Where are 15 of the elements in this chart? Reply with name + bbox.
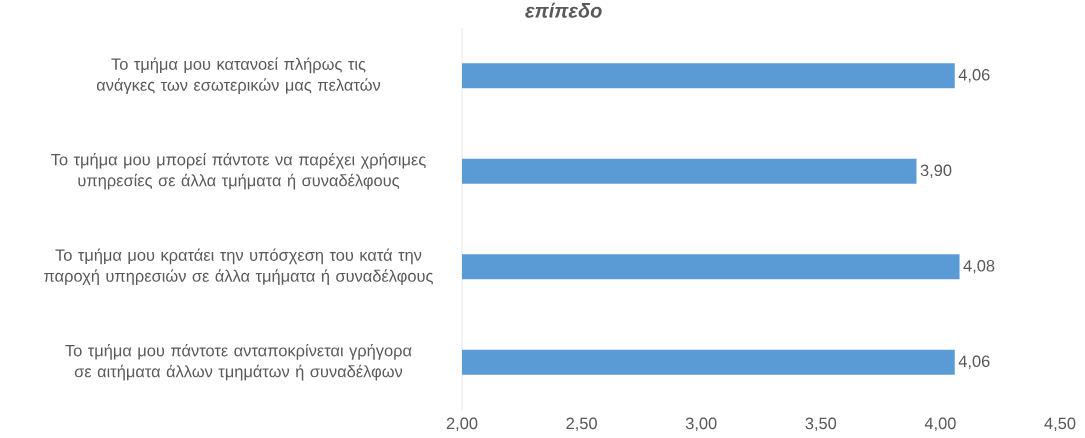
x-tick-label: 3,00 — [685, 417, 717, 432]
chart-title: επίπεδο — [525, 2, 602, 18]
x-tick-label: 3,50 — [805, 417, 837, 432]
y-tick-label: Το τμήμα μου κατανοεί πλήρως τις ανάγκες των εσωτερικών μας πελατών — [96, 57, 381, 95]
x-tick-label: 4,00 — [924, 417, 956, 432]
data-label: 4,08 — [963, 259, 995, 274]
data-label: 3,90 — [920, 164, 952, 179]
y-tick-label: Το τμήμα μου μπορεί πάντοτε να παρέχει χρήσιμες υπηρεσίες σε άλλα τμήματα ή συναδέλφους — [51, 152, 426, 190]
y-tick-label: Το τμήμα μου κρατάει την υπόσχεση του κατά την παροχή υπηρεσιών σε άλλα τμήματα ή συναδέλφους — [44, 248, 433, 286]
x-tick-label: 2,50 — [566, 417, 597, 432]
data-label: 4,06 — [958, 68, 990, 83]
x-tick-label: 2,00 — [446, 417, 478, 432]
x-tick-label: 4,50 — [1044, 417, 1076, 432]
y-tick-label: Το τμήμα μου πάντοτε ανταποκρίνεται γρήγορα σε αιτήματα άλλων τμημάτων ή συναδέλφων — [65, 343, 412, 381]
data-label: 4,06 — [958, 355, 990, 370]
